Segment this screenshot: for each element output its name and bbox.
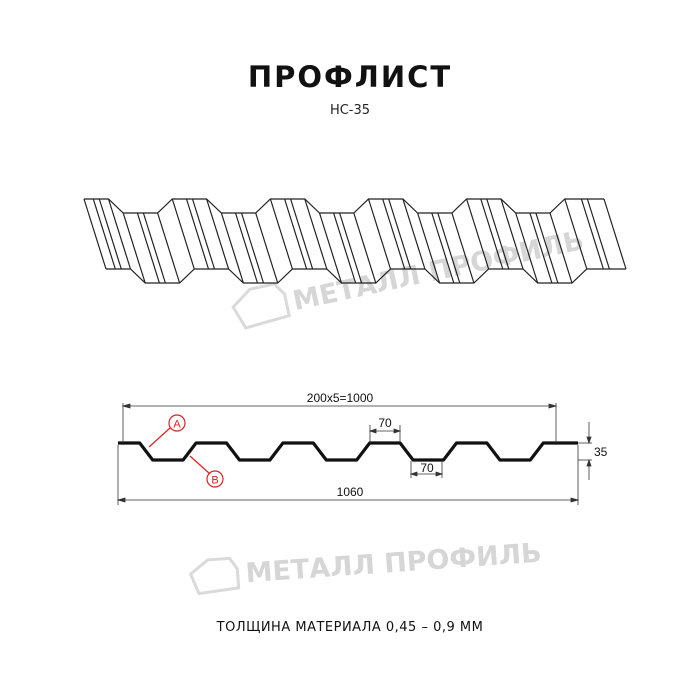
sheet-fold-line	[122, 212, 146, 284]
sheet-fold-line	[500, 198, 524, 270]
sheet-fold-line	[107, 198, 132, 270]
sheet-stiffener-line	[284, 198, 308, 270]
sheet-fold-line	[353, 212, 377, 284]
sheet-stiffener-line	[333, 212, 357, 284]
dim-label-top-flat: 70	[378, 416, 392, 430]
sheet-stiffener-line	[339, 212, 363, 284]
sheet-stiffener-line	[437, 212, 461, 284]
sheet-stiffener-line	[191, 198, 216, 270]
sheet-stiffener-line	[92, 198, 116, 270]
sheet-fold-line	[83, 198, 107, 270]
sheet-stiffener-line	[535, 212, 559, 284]
sheet-stiffener-line	[486, 198, 510, 270]
sheet-stiffener-line	[234, 212, 259, 284]
sheet-fold-line	[515, 212, 539, 284]
sheet-fold-line	[466, 198, 490, 270]
sheet-fold-line	[603, 198, 627, 270]
sheet-fold-line	[318, 212, 343, 284]
sheet-fold-line	[157, 212, 181, 284]
callout-a-circle	[168, 414, 186, 432]
sheet-stiffener-line	[431, 212, 455, 284]
sheet-fold-line	[269, 198, 293, 270]
page-title: ПРОФЛИСТ	[247, 60, 453, 94]
sheet-stiffener-line	[290, 198, 314, 270]
sheet-fold-line	[206, 198, 230, 270]
sheet-stiffener-line	[586, 198, 610, 270]
sheet-fold-line	[402, 198, 426, 270]
sheet-stiffener-line	[142, 212, 166, 284]
sheet-stiffener-line	[240, 212, 265, 284]
cross-section	[118, 441, 578, 462]
material-thickness: ТОЛЩИНА МАТЕРИАЛА 0,45 – 0,9 ММ	[216, 620, 484, 635]
sheet-fold-line	[220, 212, 244, 284]
sheet-fold-line	[564, 198, 588, 270]
sheet-fold-line	[171, 198, 195, 270]
product-code: НС-35	[329, 103, 371, 118]
dim-label-height: 35	[594, 445, 608, 459]
sheet-stiffener-line	[388, 198, 412, 270]
sheet-fold-line	[255, 212, 279, 284]
callout-b-circle	[206, 470, 224, 488]
sheet-stiffener-line	[529, 212, 553, 284]
isometric-sheet	[83, 198, 627, 284]
watermark-text: МЕТАЛЛ ПРОФИЛЬ	[290, 225, 587, 317]
watermark-logo: МЕТАЛЛ ПРОФИЛЬ	[231, 225, 587, 330]
sheet-fold-line	[304, 198, 328, 270]
sheet-front-edge	[106, 268, 626, 284]
watermark-logo-2: МЕТАЛЛ ПРОФИЛЬ	[188, 538, 543, 596]
sheet-fold-line	[451, 212, 475, 284]
sheet-stiffener-line	[98, 198, 122, 270]
sheet-stiffener-line	[382, 198, 406, 270]
sheet-stiffener-line	[136, 212, 160, 284]
sheet-back-edge	[84, 198, 604, 214]
dim-label-width: 1060	[337, 485, 364, 499]
callout-b-label: B	[211, 475, 218, 487]
sheet-stiffener-line	[480, 198, 504, 270]
profile-section-line	[118, 441, 578, 462]
sheet-stiffener-line	[185, 198, 210, 270]
callout-a-label: A	[173, 419, 181, 431]
watermark-text-2: МЕТАЛЛ ПРОФИЛЬ	[245, 538, 543, 590]
sheet-fold-line	[549, 212, 573, 284]
sheet-fold-line	[367, 198, 392, 270]
dim-label-bottom-flat: 70	[420, 461, 434, 475]
sheet-fold-line	[417, 212, 441, 284]
sheet-stiffener-line	[580, 198, 604, 270]
dim-label-pitch: 200x5=1000	[307, 391, 374, 405]
